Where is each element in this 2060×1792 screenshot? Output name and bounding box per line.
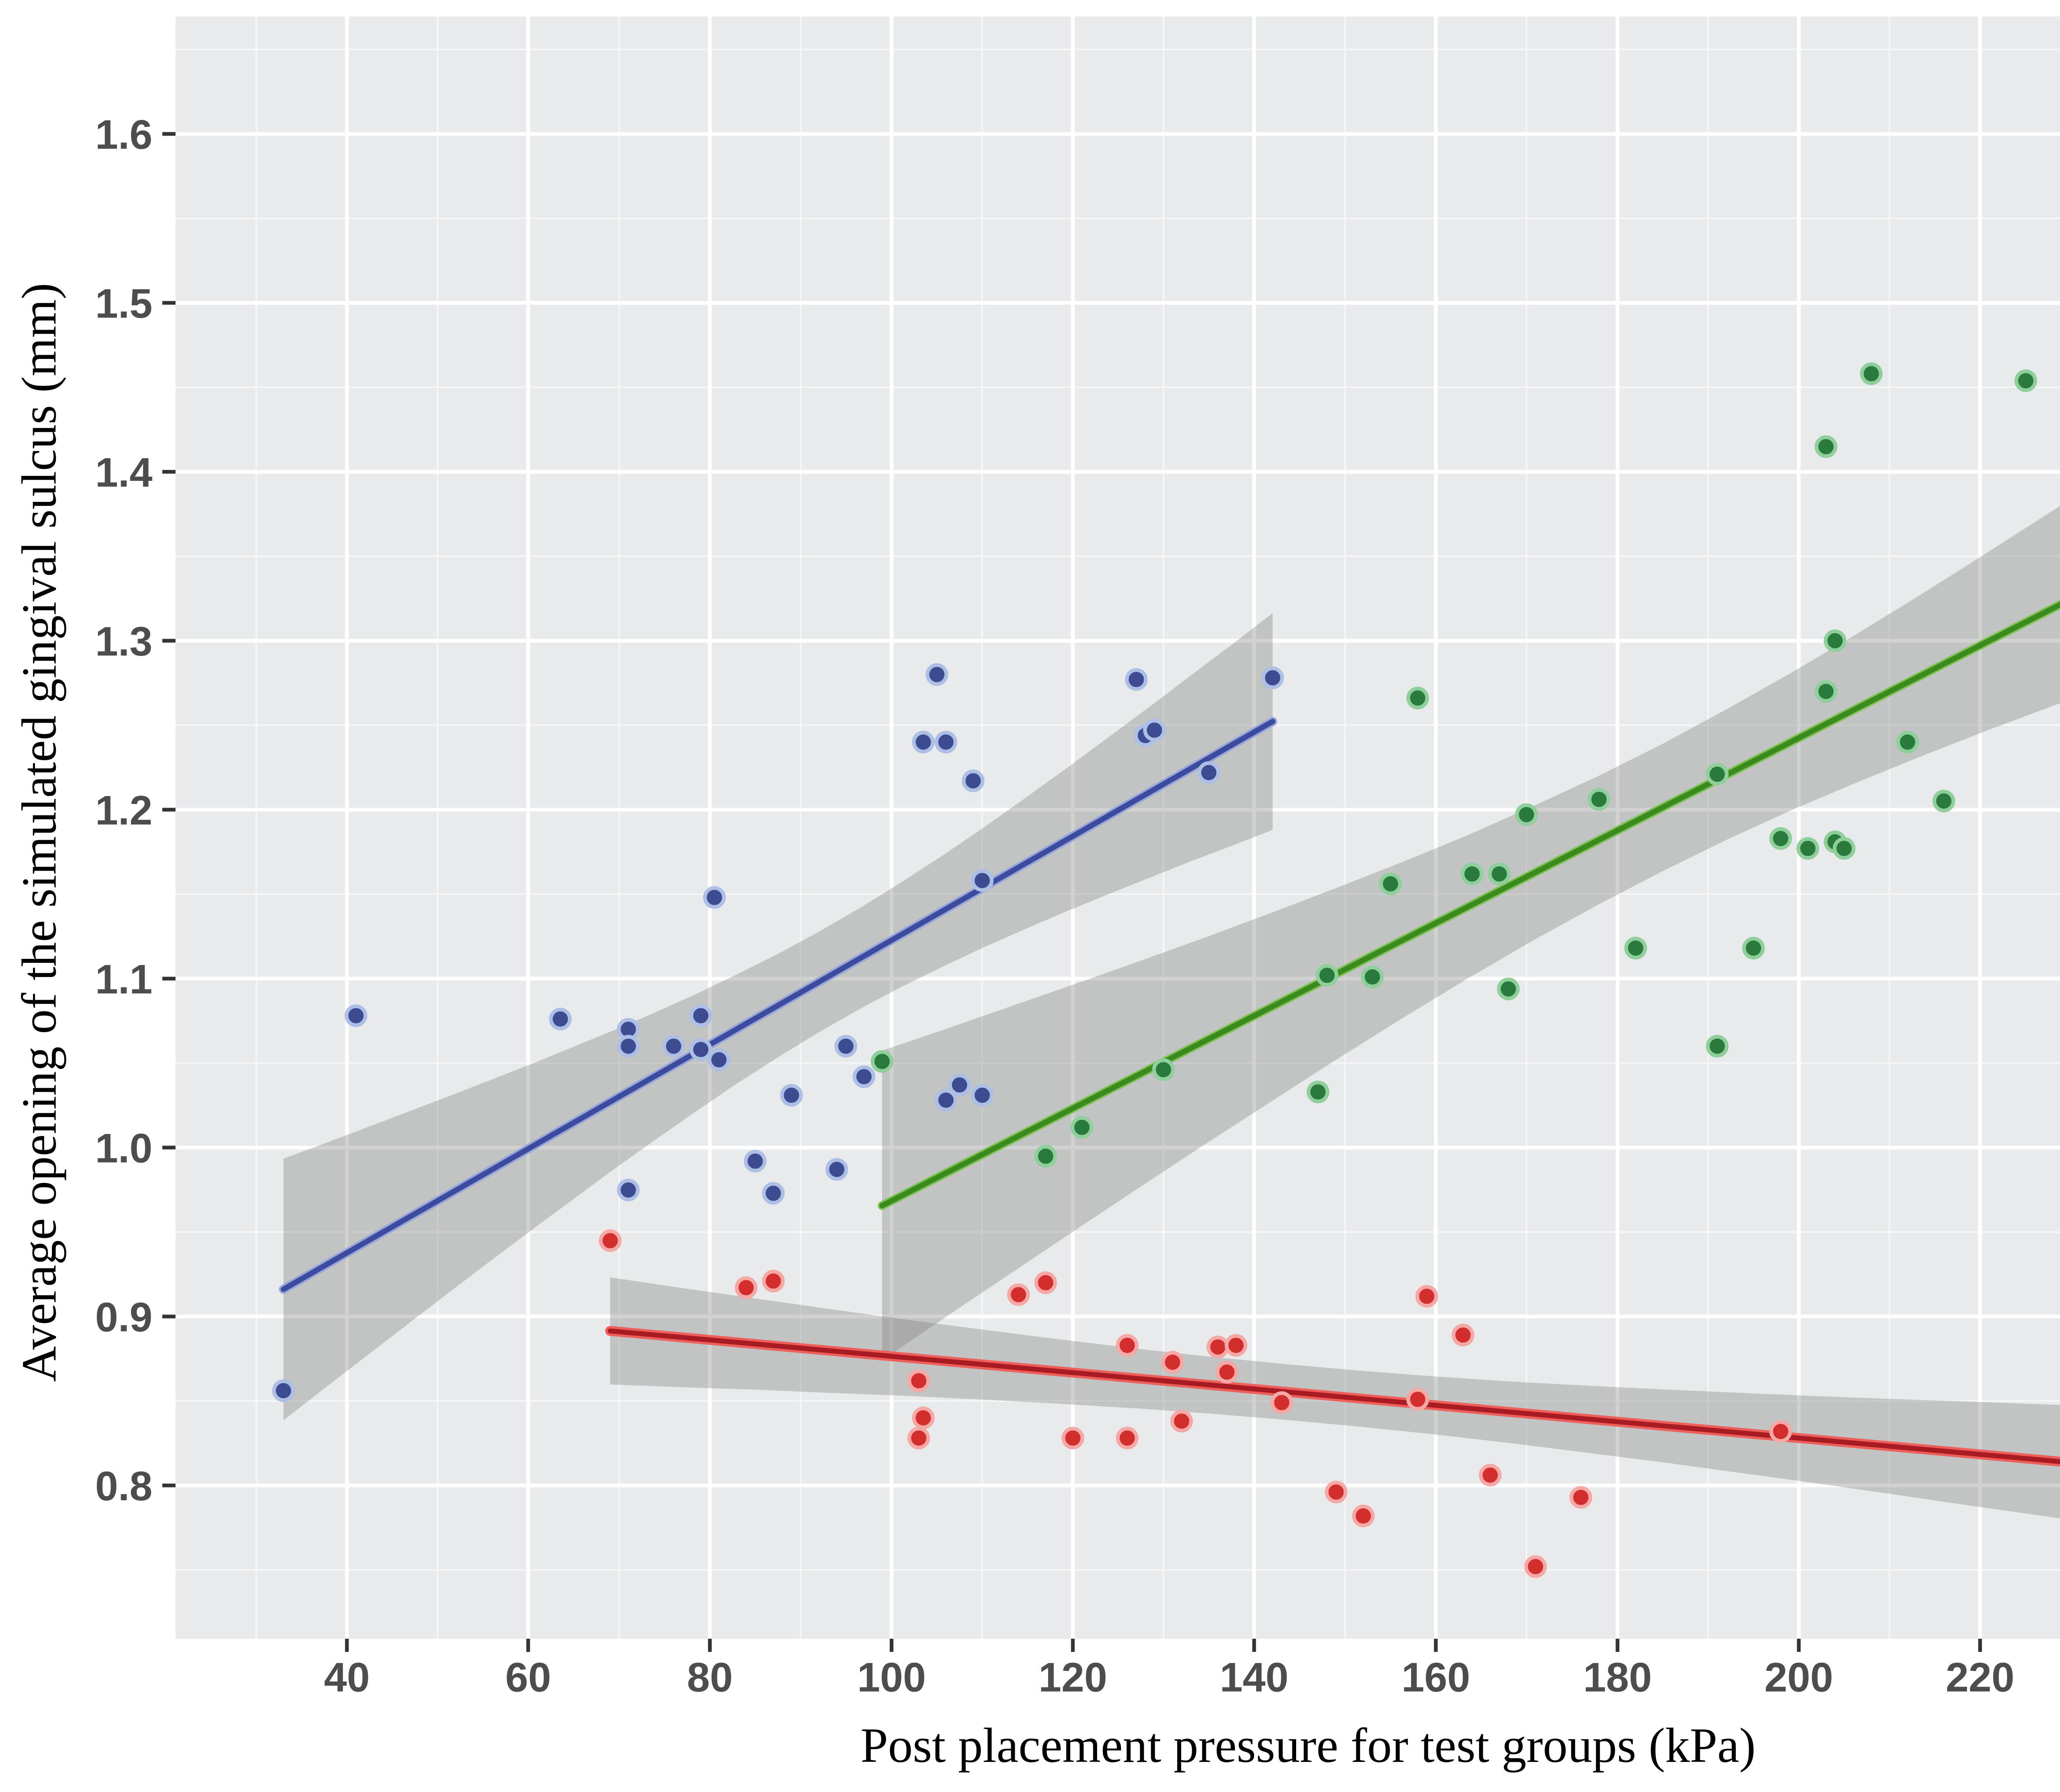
svg-text:120: 120 — [1039, 1654, 1107, 1701]
svg-text:100: 100 — [857, 1654, 926, 1701]
svg-text:1.1: 1.1 — [95, 956, 152, 1003]
svg-text:0.8: 0.8 — [95, 1463, 152, 1509]
svg-text:1.0: 1.0 — [95, 1125, 152, 1171]
svg-text:1.4: 1.4 — [95, 450, 152, 496]
svg-text:1.6: 1.6 — [95, 112, 152, 158]
svg-text:140: 140 — [1220, 1654, 1289, 1701]
svg-text:160: 160 — [1402, 1654, 1470, 1701]
svg-text:200: 200 — [1765, 1654, 1833, 1701]
svg-text:Average opening of the simulat: Average opening of the simulated gingiva… — [12, 283, 66, 1382]
svg-text:40: 40 — [324, 1654, 370, 1701]
svg-text:Post placement pressure for te: Post placement pressure for test groups … — [861, 1718, 1756, 1773]
svg-text:1.2: 1.2 — [95, 787, 152, 834]
svg-text:220: 220 — [1946, 1654, 2015, 1701]
svg-text:60: 60 — [505, 1654, 551, 1701]
svg-text:180: 180 — [1583, 1654, 1652, 1701]
svg-text:1.5: 1.5 — [95, 281, 152, 327]
svg-text:0.9: 0.9 — [95, 1294, 152, 1340]
svg-text:1.3: 1.3 — [95, 618, 152, 665]
svg-text:80: 80 — [687, 1654, 733, 1701]
